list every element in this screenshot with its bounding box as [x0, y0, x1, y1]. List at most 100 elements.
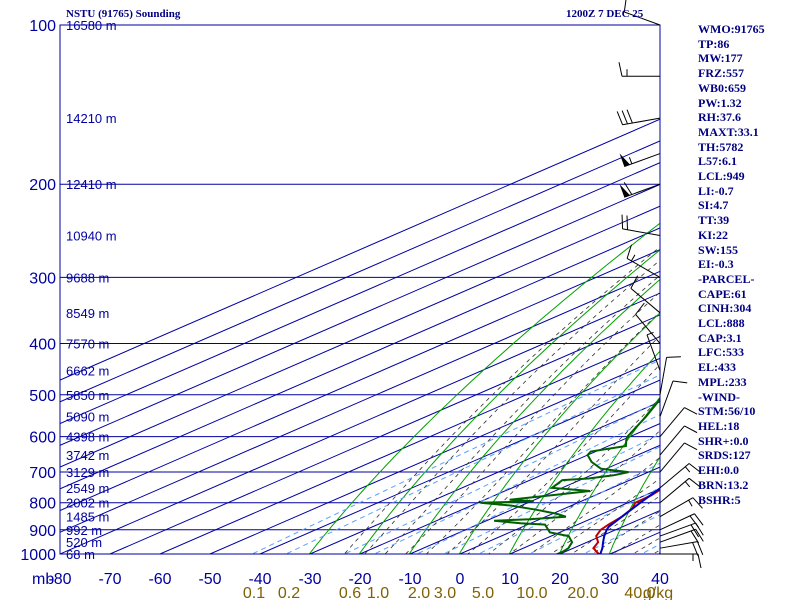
- wind-barb: [616, 109, 661, 126]
- barb-full: [618, 62, 623, 77]
- wind-barb: [659, 407, 698, 437]
- height-label: 9688 m: [66, 270, 109, 285]
- temp-tick-label: -70: [98, 571, 121, 588]
- temp-tick-label: -10: [398, 571, 421, 588]
- barb-full: [672, 380, 688, 384]
- index-item: LI:-0.7: [698, 183, 734, 198]
- barb-full: [696, 541, 704, 556]
- index-item: RH:37.6: [698, 110, 741, 125]
- plot-frame: [59, 24, 661, 555]
- barb-staff: [659, 522, 696, 537]
- barb-staff: [659, 541, 698, 549]
- barb-staff: [659, 357, 668, 395]
- temp-tick-label: -80: [48, 571, 71, 588]
- index-item: SW:155: [698, 242, 739, 257]
- moist-adiabat: [488, 397, 660, 554]
- mixing-ratio-label: 0.1: [243, 585, 265, 600]
- barb-half: [684, 466, 691, 473]
- temp-tick-label: -40: [248, 571, 271, 588]
- index-item: BRN:13.2: [698, 477, 749, 492]
- index-item: -WIND-: [698, 389, 740, 404]
- temp-tick-label: -20: [348, 571, 371, 588]
- barb-full: [626, 109, 633, 124]
- barb-full: [626, 215, 629, 230]
- temp-tick-label: 40: [651, 571, 669, 588]
- barb-staff: [622, 228, 661, 237]
- moist-adiabat: [384, 274, 660, 554]
- wind-barb: [659, 513, 704, 531]
- height-label: 2002 m: [66, 496, 109, 511]
- barb-staff: [635, 314, 661, 344]
- moist-adiabat: [591, 510, 660, 554]
- dry-adiabat: [508, 350, 660, 554]
- barb-full: [666, 356, 681, 358]
- wind-barb: [618, 62, 660, 77]
- barb-half: [630, 254, 636, 262]
- isotherm--110: [60, 227, 660, 490]
- barb-staff: [659, 528, 696, 543]
- index-item: L57:6.1: [698, 154, 737, 169]
- isotherm--70: [109, 314, 660, 554]
- barb-staff: [659, 442, 685, 473]
- isotherm--40: [259, 379, 660, 554]
- mixing-ratio-label: 2.0: [408, 585, 430, 600]
- height-label: 12410 m: [66, 177, 117, 192]
- barb-staff: [624, 183, 661, 198]
- dry-adiabat: [358, 249, 660, 554]
- barb-staff: [646, 334, 661, 371]
- barb-full: [689, 515, 699, 528]
- moist-adiabat: [570, 495, 660, 554]
- barb-staff: [630, 288, 661, 314]
- index-item: EI:-0.3: [698, 257, 734, 272]
- isotherm--20: [359, 423, 660, 554]
- wind-barb: [630, 275, 661, 314]
- barb-staff: [659, 380, 674, 417]
- index-item: CINH:304: [698, 301, 752, 316]
- barb-staff: [626, 257, 661, 278]
- pressure-label-900: 900: [29, 523, 56, 540]
- barb-pennant: [619, 184, 630, 198]
- isotherm--80: [60, 292, 660, 554]
- height-label: 1485 m: [66, 510, 109, 525]
- indices-panel: WMO:91765 TP:86 MW:177 FRZ:557 WB0:659 PW:1.3…: [698, 22, 765, 507]
- temp-tick-label: 0: [456, 571, 465, 588]
- mixing-ratio-line: [528, 487, 660, 554]
- pressure-label-100: 100: [29, 18, 56, 35]
- chart-grid: [60, 25, 660, 554]
- barb-full: [697, 553, 702, 569]
- wind-barb: [646, 331, 661, 371]
- barb-staff: [659, 513, 695, 531]
- parcel-line: [599, 487, 660, 554]
- temp-tick-label: 30: [601, 571, 619, 588]
- height-label: 6662 m: [66, 364, 109, 379]
- index-item: -PARCEL-: [698, 271, 755, 286]
- pressure-label-300: 300: [29, 270, 56, 287]
- height-label: 3742 m: [66, 448, 109, 463]
- mixing-ratio-line: [284, 374, 660, 554]
- mixing-ratio-line: [415, 433, 660, 554]
- height-label: 8549 m: [66, 306, 109, 321]
- wind-barb: [659, 442, 698, 473]
- mixing-ratio-label: g/kg: [643, 585, 673, 600]
- index-item: CAPE:61: [698, 286, 747, 301]
- barb-full: [684, 442, 698, 451]
- mixing-ratio-label: 10.0: [516, 585, 547, 600]
- barb-staff: [622, 117, 661, 126]
- mixing-ratio-label: 1.0: [367, 585, 389, 600]
- wind-barb: [626, 244, 661, 278]
- dewpoint-line: [480, 397, 660, 554]
- mixing-ratio-line: [582, 514, 660, 554]
- moist-adiabat: [425, 311, 660, 554]
- dry-adiabat: [308, 222, 660, 554]
- temp-tick-label: -30: [298, 571, 321, 588]
- index-item: STM:56/10: [698, 404, 756, 419]
- wind-barb: [659, 497, 703, 518]
- barb-full: [621, 110, 628, 125]
- height-label: 3129 m: [66, 465, 109, 480]
- barb-half: [688, 499, 693, 507]
- isotherm--10: [409, 444, 660, 554]
- temp-tick-label: 10: [501, 571, 519, 588]
- wind-barb: [659, 541, 704, 556]
